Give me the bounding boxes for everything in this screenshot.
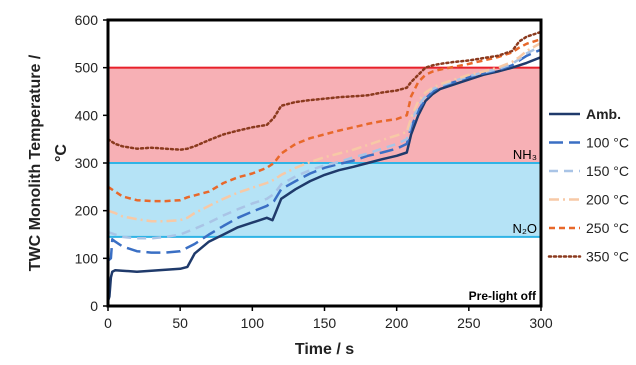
region-label-nh3: NH₃: [513, 147, 537, 162]
x-tick-label: 50: [172, 315, 188, 331]
series-line-4: [107, 37, 542, 203]
x-tick-label: 100: [241, 315, 265, 331]
region-nh3: [107, 66, 542, 164]
y-tick-label: 500: [75, 60, 99, 76]
y-tick-label: 600: [75, 12, 99, 28]
x-tick-label: 200: [385, 315, 409, 331]
x-tick-label: 250: [457, 315, 481, 331]
x-tick-label: 150: [313, 315, 337, 331]
y-axis-ticks: 0 100 200 300 400 500 600: [75, 12, 108, 314]
legend-label-5: 350 °C: [586, 249, 629, 265]
legend-label-4: 250 °C: [586, 220, 629, 236]
series-lines: [106, 30, 543, 302]
y-tick-label: 400: [75, 107, 99, 123]
series-line-5: [106, 30, 543, 151]
y-tick-label: 0: [90, 298, 98, 314]
region-labels: NH₃ N₂O: [512, 147, 537, 236]
legend-label-3: 200 °C: [586, 192, 629, 208]
shaded-regions: [107, 66, 542, 238]
legend-label-2: 150 °C: [586, 163, 629, 179]
y-tick-label: 200: [75, 203, 99, 219]
legend: Amb. 100 °C 150 °C 200 °C 250 °C 350 °C: [547, 106, 629, 265]
legend-label-1: 100 °C: [586, 135, 629, 151]
annotation-pre-light-off: Pre-light off: [469, 289, 537, 303]
y-axis-title: TWC Monolith Temperature /: [27, 54, 44, 271]
legend-label-0: Amb.: [586, 106, 621, 122]
x-tick-label: 300: [529, 315, 553, 331]
y-tick-label: 300: [75, 155, 99, 171]
y-axis-unit: °C: [53, 144, 70, 162]
y-tick-label: 100: [75, 250, 99, 266]
series-line-0: [106, 56, 542, 302]
annotations: Pre-light off: [469, 289, 537, 303]
region-label-n2o: N₂O: [512, 221, 537, 236]
x-axis-ticks: 0 50 100 150 200 250 300: [104, 306, 553, 331]
series-line-3: [107, 41, 542, 223]
x-tick-label: 0: [104, 315, 112, 331]
x-axis-title: Time / s: [295, 341, 354, 358]
